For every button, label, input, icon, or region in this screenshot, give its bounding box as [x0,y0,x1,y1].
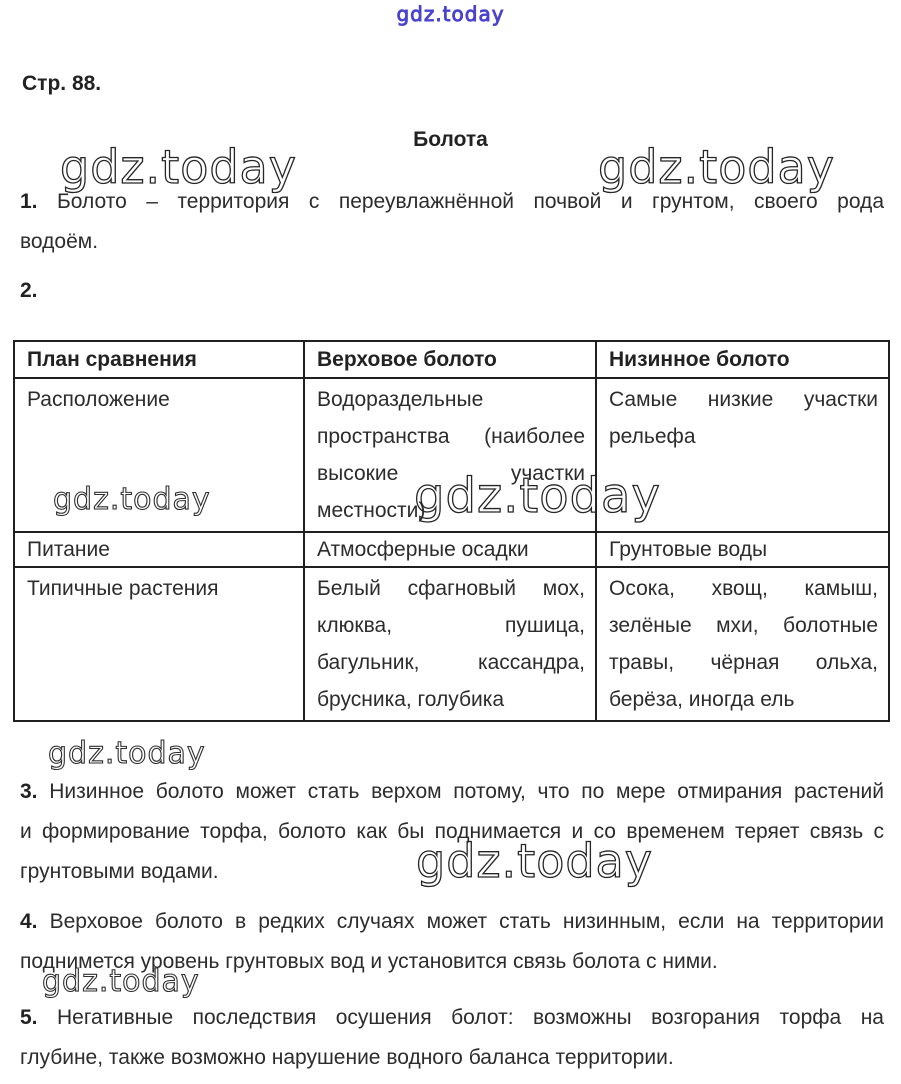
table-row-feeding: Питание Атмосферные осадки Грунтовые вод… [13,531,890,568]
cell-line: Расположение [27,388,170,411]
cell-plants-label: Типичные растения [13,566,305,722]
cell-line: рельефа [609,425,696,448]
watermark-top: gdz.today [396,2,505,27]
cell-feeding-lowland: Грунтовые воды [595,531,890,568]
paragraph-1: 1. Болото – территория с переувлажнённой… [20,182,884,262]
item-number-1: 1. [20,190,38,213]
header-cell-plan: План сравнения [13,340,305,379]
cell-plants-lowland: Осока, хвощ, камыш, зелёные мхи, болотны… [595,566,890,722]
cell-line: берёза, иногда ель [609,688,795,711]
cell-line: местности) [317,499,426,522]
watermark-below-table: gdz.today [47,735,206,771]
cell-line: Самые низкие участки [609,388,878,411]
cell-line: Атмосферные осадки [317,538,529,561]
paragraph-4-line-1: 4. Верховое болото в редких случаях може… [20,902,884,942]
watermark-right: gdz.today [597,139,835,194]
paragraph-5-line-1: 5. Негативные последствия осушения болот… [20,998,884,1038]
cell-location-label: Расположение [13,377,305,533]
cell-line: травы, чёрная ольха, [609,651,878,674]
cell-line: багульник, кассандра, [317,651,585,674]
paragraph-3-text: Низинное болото может стать верхом потом… [49,780,885,803]
paragraph-5-line-2: глубине, также возможно нарушение водног… [20,1046,674,1069]
watermark-left: gdz.today [59,139,297,194]
cell-feeding-raised: Атмосферные осадки [303,531,597,568]
table-row-location: Расположение Водораздельные пространства… [13,377,890,533]
watermark-section-5: gdz.today [41,963,200,999]
cell-line: Питание [27,538,110,561]
paragraph-1-text: Болото – территория с переувлажнённой по… [57,190,884,213]
item-number-3: 3. [20,780,38,803]
cell-line: Водораздельные [317,388,484,411]
cell-feeding-label: Питание [13,531,305,568]
cell-line: Грунтовые воды [609,538,768,561]
item-number-4: 4. [20,910,38,933]
paragraph-5-text: Негативные последствия осушения болот: в… [57,1006,884,1029]
table-header-row: План сравнения Верховое болото Низинное … [13,340,890,379]
item-number-2: 2. [20,279,38,302]
paragraph-4-text: Верховое болото в редких случаях может с… [49,910,884,933]
paragraph-1-line-1: 1. Болото – территория с переувлажнённой… [20,182,884,222]
cell-line: пространства (наиболее [317,425,585,448]
cell-line: Типичные растения [27,577,219,600]
paragraph-3-line-3: грунтовыми водами. [20,860,219,883]
paragraph-3-line-2: и формирование торфа, болото как бы подн… [20,820,884,843]
paragraph-4-line-2: поднимется уровень грунтовых вод и устан… [20,950,718,973]
header-cell-raised-bog: Верховое болото [303,340,597,379]
cell-plants-raised: Белый сфагновый мох, клюква, пушица, баг… [303,566,597,722]
paragraph-5: 5. Негативные последствия осушения болот… [20,998,884,1078]
paragraph-3: 3. Низинное болото может стать верхом по… [20,772,884,892]
cell-location-raised: Водораздельные пространства (наиболее вы… [303,377,597,533]
paragraph-3-line-1: 3. Низинное болото может стать верхом по… [20,772,884,812]
cell-line: Белый сфагновый мох, [317,577,585,600]
header-cell-lowland-bog: Низинное болото [595,340,890,379]
comparison-table: План сравнения Верховое болото Низинное … [13,340,890,722]
watermark-table-center: gdz.today [413,467,661,524]
cell-line: брусника, голубика [317,688,505,711]
page-label: Стр. 88. [22,72,102,95]
paragraph-1-line-2: водоём. [20,230,99,253]
page-title: Болота [413,128,488,151]
cell-line: высокие участки [317,462,585,485]
paragraph-4: 4. Верховое болото в редких случаях може… [20,902,884,982]
table-row-plants: Типичные растения Белый сфагновый мох, к… [13,566,890,722]
cell-line: Осока, хвощ, камыш, [609,577,878,600]
watermark-table-left: gdz.today [52,481,211,517]
cell-location-lowland: Самые низкие участки рельефа [595,377,890,533]
item-number-5: 5. [20,1006,38,1029]
cell-line: клюква, пушица, [317,614,585,637]
watermark-section-3: gdz.today [415,833,653,888]
cell-line: зелёные мхи, болотные [609,614,878,637]
